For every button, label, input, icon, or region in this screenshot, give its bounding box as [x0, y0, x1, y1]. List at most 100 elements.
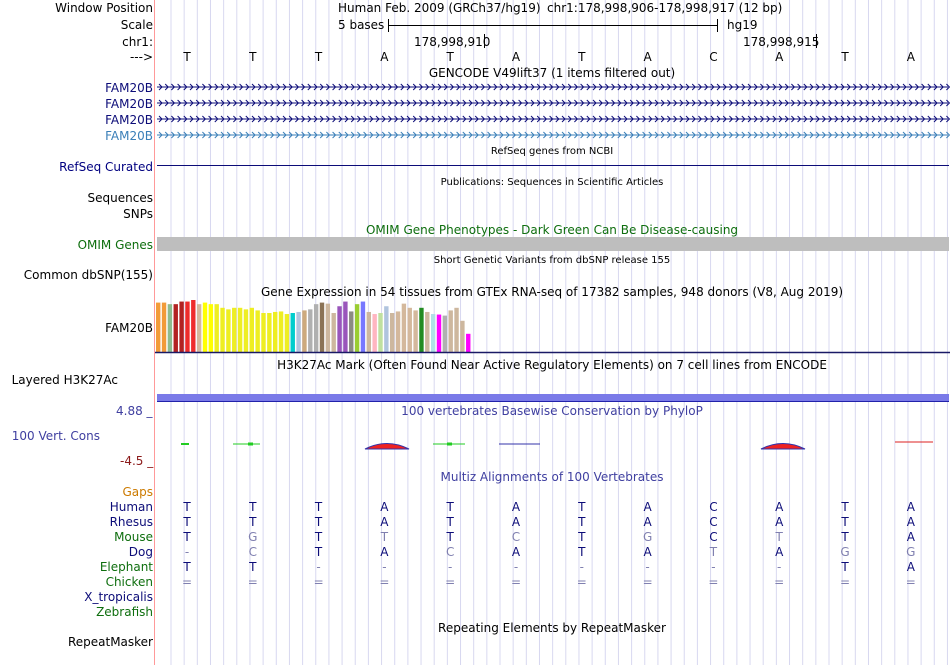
gtex-tissue-bar[interactable]	[226, 309, 231, 352]
gtex-tissue-bar[interactable]	[185, 301, 190, 352]
gtex-tissue-bar[interactable]	[191, 300, 196, 352]
position-text[interactable]: chr1:178,998,906-178,998,917 (12 bp)	[547, 1, 783, 15]
strand-chevron	[195, 83, 200, 91]
gtex-tissue-bar[interactable]	[384, 306, 389, 352]
omim-track-label[interactable]: OMIM Genes	[77, 238, 153, 252]
h3k27ac-track-label[interactable]: Layered H3K27Ac	[11, 373, 118, 387]
gencode-item-3[interactable]: FAM20B	[105, 113, 153, 127]
gtex-tissue-bar[interactable]	[349, 311, 354, 352]
gtex-tissue-bar[interactable]	[296, 311, 301, 352]
gtex-tissue-bar[interactable]	[395, 311, 401, 352]
gtex-tissue-bar[interactable]	[202, 302, 208, 352]
strand-chevron	[350, 131, 355, 139]
gtex-tissue-bar[interactable]	[454, 307, 459, 352]
species-label[interactable]: Chicken	[105, 575, 153, 589]
gtex-tissue-bar[interactable]	[378, 313, 383, 352]
strand-chevron	[462, 131, 467, 139]
gtex-tissue-bar[interactable]	[261, 313, 266, 352]
species-label[interactable]: Mouse	[114, 530, 153, 544]
gtex-tissue-bar[interactable]	[372, 314, 377, 352]
gtex-tissue-bar[interactable]	[354, 304, 360, 352]
repeatmasker-track-label[interactable]: RepeatMasker	[67, 635, 153, 649]
gtex-tissue-bar[interactable]	[302, 310, 307, 352]
gtex-tissue-bar[interactable]	[466, 333, 471, 352]
species-label[interactable]: Rhesus	[109, 515, 153, 529]
gtex-expression-chart[interactable]	[155, 298, 950, 356]
strand-chevron	[772, 131, 777, 139]
strand-chevron	[412, 83, 417, 91]
gtex-track-label[interactable]: FAM20B	[105, 321, 153, 335]
gtex-tissue-bar[interactable]	[319, 302, 325, 352]
h3k27ac-signal-bar[interactable]	[157, 394, 949, 402]
species-label[interactable]: Dog	[128, 545, 153, 559]
gencode-gene-features[interactable]	[155, 80, 950, 144]
gtex-tissue-bar[interactable]	[360, 301, 366, 352]
strand-chevron	[611, 99, 616, 107]
gtex-tissue-bar[interactable]	[167, 304, 173, 352]
gtex-tissue-bar[interactable]	[430, 314, 436, 352]
strand-chevron	[853, 115, 858, 123]
gtex-tissue-bar[interactable]	[208, 304, 214, 352]
strand-chevron	[722, 131, 727, 139]
gtex-tissue-bar[interactable]	[156, 302, 161, 352]
gtex-tissue-bar[interactable]	[284, 314, 290, 352]
gtex-tissue-bar[interactable]	[442, 315, 448, 352]
gtex-tissue-bar[interactable]	[179, 301, 184, 352]
phylop-track-label[interactable]: 100 Vert. Cons	[11, 429, 100, 443]
gtex-tissue-bar[interactable]	[343, 301, 348, 352]
gencode-item-4[interactable]: FAM20B	[105, 129, 153, 143]
gtex-tissue-bar[interactable]	[390, 313, 395, 352]
strand-chevron	[642, 131, 647, 139]
gtex-tissue-bar[interactable]	[460, 320, 465, 352]
strand-chevron	[220, 131, 225, 139]
assembly-text: Human Feb. 2009 (GRCh37/hg19)	[338, 1, 541, 15]
strand-chevron	[915, 131, 920, 139]
gtex-tissue-bar[interactable]	[232, 307, 237, 352]
window-position-label: Window Position	[55, 1, 153, 15]
gtex-tissue-bar[interactable]	[413, 310, 418, 352]
gtex-tissue-bar[interactable]	[220, 307, 225, 352]
species-label[interactable]: X_tropicalis	[84, 590, 153, 604]
gtex-tissue-bar[interactable]	[214, 304, 219, 352]
gtex-tissue-bar[interactable]	[425, 311, 430, 352]
gtex-tissue-bar[interactable]	[331, 313, 336, 352]
gtex-tissue-bar[interactable]	[237, 307, 243, 352]
strand-chevron	[586, 115, 591, 123]
gtex-tissue-bar[interactable]	[290, 313, 295, 352]
snps-track-label[interactable]: SNPs	[123, 207, 153, 221]
gtex-tissue-bar[interactable]	[267, 313, 272, 352]
gtex-tissue-bar[interactable]	[407, 307, 412, 352]
omim-feature-bar[interactable]	[157, 237, 949, 251]
gtex-tissue-bar[interactable]	[243, 309, 249, 352]
gencode-item-2[interactable]: FAM20B	[105, 97, 153, 111]
gtex-tissue-bar[interactable]	[173, 304, 178, 352]
phylop-signal[interactable]	[155, 432, 950, 456]
strand-chevron	[543, 83, 548, 91]
strand-chevron	[828, 131, 833, 139]
gencode-item-1[interactable]: FAM20B	[105, 81, 153, 95]
gtex-tissue-bar[interactable]	[196, 304, 202, 352]
gtex-tissue-bar[interactable]	[366, 311, 371, 352]
dbsnp-track-label[interactable]: Common dbSNP(155)	[23, 268, 153, 282]
strand-chevron	[834, 99, 839, 107]
gtex-tissue-bar[interactable]	[273, 311, 278, 352]
sequences-track-label[interactable]: Sequences	[87, 191, 153, 205]
gtex-tissue-bar[interactable]	[325, 303, 331, 352]
species-label[interactable]: Elephant	[99, 560, 153, 574]
gtex-tissue-bar[interactable]	[401, 303, 407, 352]
gtex-tissue-bar[interactable]	[337, 306, 342, 352]
strand-chevron	[499, 83, 504, 91]
gtex-tissue-bar[interactable]	[313, 304, 319, 352]
gtex-tissue-bar[interactable]	[308, 309, 313, 352]
species-label[interactable]: Human	[109, 500, 153, 514]
gtex-tissue-bar[interactable]	[249, 307, 254, 352]
species-label[interactable]: Zebrafish	[96, 605, 153, 619]
refseq-track-label[interactable]: RefSeq Curated	[59, 160, 153, 174]
gtex-tissue-bar[interactable]	[161, 302, 167, 352]
gtex-tissue-bar[interactable]	[448, 310, 453, 352]
gtex-tissue-bar[interactable]	[278, 311, 284, 352]
gtex-tissue-bar[interactable]	[255, 310, 260, 352]
gtex-tissue-bar[interactable]	[419, 307, 424, 352]
refseq-gene-line[interactable]	[157, 165, 949, 166]
gtex-tissue-bar[interactable]	[436, 314, 442, 352]
